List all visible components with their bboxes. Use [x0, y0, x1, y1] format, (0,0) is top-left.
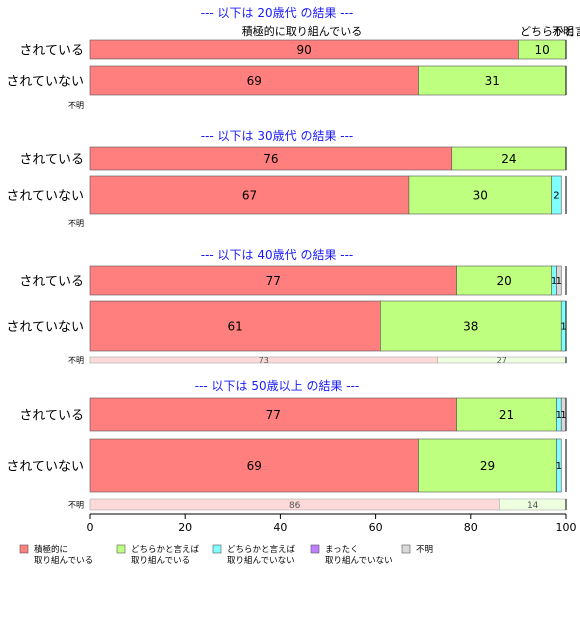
row-label: 不明: [68, 219, 84, 228]
bar-segment: [456, 397, 557, 432]
row-label: 不明: [68, 501, 84, 510]
data-label: 30: [473, 188, 488, 202]
data-label: 27: [497, 356, 507, 365]
legend-label: 取り組んでいる: [34, 555, 93, 566]
data-label: 1: [551, 276, 557, 287]
top-label-unknown: 不明: [552, 25, 574, 38]
data-label: 77: [266, 274, 281, 288]
legend-label: 取り組んでいない: [325, 555, 393, 566]
bar-segment: [418, 65, 567, 96]
bar-segment: [456, 265, 553, 296]
bar-segment: [408, 175, 553, 215]
bar-segment: [551, 175, 562, 215]
x-tick-label: 80: [464, 521, 478, 534]
legend-label: どちらかと言えば: [227, 544, 296, 555]
data-label: 2: [553, 191, 559, 202]
data-label: 29: [480, 459, 495, 473]
data-label: 69: [247, 74, 262, 88]
data-label: 77: [266, 408, 281, 422]
data-label: 1: [560, 322, 566, 333]
x-tick-label: 60: [369, 521, 383, 534]
legend-swatch: [310, 544, 320, 554]
bar-segment: [89, 300, 381, 352]
data-label: 24: [501, 152, 516, 166]
legend-label: まったく: [325, 545, 359, 555]
legend-swatch: [19, 544, 29, 554]
bar-segment: [89, 397, 457, 432]
data-label: 61: [228, 319, 243, 333]
bar-segment: [89, 65, 419, 96]
panel-title: --- 以下は 40歳代 の結果 ---: [201, 248, 354, 262]
panel-title: --- 以下は 20歳代 の結果 ---: [201, 6, 354, 20]
data-label: 10: [535, 43, 550, 57]
row-label: されていない: [6, 189, 84, 204]
top-label-positive: 積極的に取り組んでいる: [242, 24, 362, 38]
data-label: 1: [556, 461, 562, 472]
data-label: 21: [499, 408, 514, 422]
x-tick-label: 100: [556, 521, 577, 534]
row-label: 不明: [68, 101, 84, 110]
data-label: 73: [259, 356, 269, 365]
row-label: されている: [19, 408, 84, 423]
bar-segment: [89, 438, 419, 493]
data-label: 90: [297, 43, 312, 57]
data-label: 14: [527, 501, 539, 511]
row-label: されている: [19, 43, 84, 58]
row-label: されていない: [6, 320, 84, 335]
bar-segment: [380, 300, 562, 352]
data-label: 1: [556, 410, 562, 421]
legend-label: 不明: [416, 545, 433, 555]
panel-title: --- 以下は 30歳代 の結果 ---: [201, 129, 354, 143]
row-label: されていない: [6, 74, 84, 89]
data-label: 1: [560, 410, 566, 421]
data-label: 20: [496, 274, 511, 288]
bar-segment: [556, 265, 562, 296]
bar-segment: [556, 438, 562, 493]
legend-label: 取り組んでいる: [131, 555, 190, 566]
row-label: 不明: [68, 356, 84, 365]
data-label: 86: [289, 501, 301, 511]
row-label: されている: [19, 274, 84, 289]
data-label: 38: [463, 319, 478, 333]
row-label: されている: [19, 152, 84, 167]
legend-swatch: [401, 544, 411, 554]
legend-swatch: [212, 544, 222, 554]
data-label: 31: [485, 74, 500, 88]
legend-label: 積極的に: [34, 544, 68, 555]
x-tick-label: 20: [178, 521, 192, 534]
data-label: 67: [242, 188, 257, 202]
data-label: 76: [263, 152, 278, 166]
data-label: 69: [247, 459, 262, 473]
data-label: 1: [556, 276, 562, 287]
legend-label: どちらかと言えば: [131, 544, 200, 555]
row-label: されていない: [6, 459, 84, 474]
x-tick-label: 0: [87, 521, 94, 534]
bar-segment: [89, 265, 457, 296]
top-label-somewhat: どちらかと言えば: [520, 25, 580, 38]
panel-title: --- 以下は 50歳以上 の結果 ---: [195, 379, 360, 393]
legend-swatch: [116, 544, 126, 554]
legend-label: 取り組んでいない: [227, 555, 295, 566]
x-tick-label: 40: [273, 521, 287, 534]
